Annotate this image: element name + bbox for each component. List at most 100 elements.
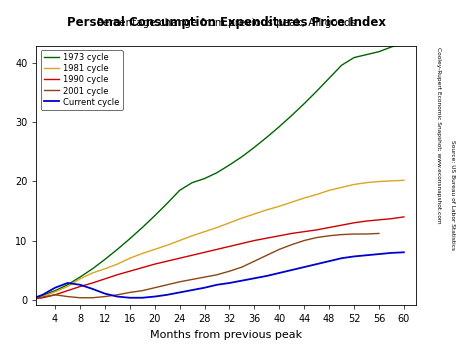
1973 cycle [52, 289, 58, 293]
1981 cycle [164, 243, 170, 247]
1981 cycle [40, 294, 46, 299]
Current cycle [252, 276, 257, 280]
Title: Percentage change from previous peak, All goods: Percentage change from previous peak, Al… [97, 18, 356, 28]
Current cycle [52, 285, 58, 290]
1973 cycle [289, 113, 295, 118]
1990 cycle [102, 277, 108, 281]
Current cycle [401, 250, 407, 255]
1990 cycle [239, 241, 245, 246]
1981 cycle [77, 277, 83, 281]
2001 cycle [252, 259, 257, 263]
1981 cycle [227, 221, 232, 225]
1990 cycle [27, 297, 33, 302]
1990 cycle [77, 284, 83, 289]
1981 cycle [326, 188, 332, 192]
Legend: 1973 cycle, 1981 cycle, 1990 cycle, 2001 cycle, Current cycle: 1973 cycle, 1981 cycle, 1990 cycle, 2001… [41, 50, 123, 110]
1981 cycle [339, 185, 345, 190]
2001 cycle [376, 231, 382, 236]
1981 cycle [115, 262, 120, 266]
2001 cycle [115, 293, 120, 297]
Current cycle [102, 291, 108, 296]
Current cycle [326, 259, 332, 263]
1973 cycle [90, 267, 95, 271]
1973 cycle [376, 50, 382, 54]
2001 cycle [139, 289, 145, 293]
2001 cycle [40, 295, 46, 299]
1973 cycle [364, 53, 369, 57]
1981 cycle [65, 284, 71, 289]
1990 cycle [301, 230, 307, 234]
Current cycle [351, 254, 357, 258]
2001 cycle [227, 269, 232, 273]
Current cycle [227, 281, 232, 285]
1981 cycle [152, 247, 157, 251]
1990 cycle [40, 296, 46, 300]
Current cycle [77, 283, 83, 287]
2001 cycle [152, 285, 157, 290]
1990 cycle [339, 223, 345, 227]
1973 cycle [27, 297, 33, 302]
1981 cycle [276, 204, 282, 208]
Line: Current cycle: Current cycle [30, 252, 404, 300]
1990 cycle [351, 221, 357, 225]
Current cycle [189, 288, 195, 292]
1973 cycle [102, 257, 108, 262]
2001 cycle [77, 296, 83, 300]
1981 cycle [27, 297, 33, 302]
1990 cycle [202, 250, 208, 255]
1973 cycle [77, 275, 83, 279]
1981 cycle [177, 238, 182, 242]
1990 cycle [227, 244, 232, 248]
1973 cycle [202, 176, 208, 181]
2001 cycle [102, 294, 108, 299]
1990 cycle [326, 225, 332, 230]
1973 cycle [227, 163, 232, 167]
2001 cycle [90, 296, 95, 300]
1973 cycle [115, 247, 120, 251]
Current cycle [276, 271, 282, 275]
1973 cycle [314, 89, 319, 93]
2001 cycle [214, 273, 220, 277]
1973 cycle [264, 135, 270, 140]
2001 cycle [289, 242, 295, 247]
Current cycle [389, 251, 394, 255]
2001 cycle [164, 283, 170, 287]
Current cycle [115, 294, 120, 299]
1981 cycle [376, 179, 382, 184]
Current cycle [177, 290, 182, 295]
Line: 1990 cycle: 1990 cycle [30, 217, 404, 300]
1990 cycle [152, 262, 157, 266]
1981 cycle [289, 200, 295, 204]
1981 cycle [189, 234, 195, 238]
X-axis label: Months from previous peak: Months from previous peak [150, 330, 302, 340]
1990 cycle [164, 259, 170, 263]
1973 cycle [139, 225, 145, 230]
1990 cycle [289, 231, 295, 236]
1990 cycle [214, 247, 220, 251]
1973 cycle [252, 145, 257, 149]
2001 cycle [264, 253, 270, 257]
1990 cycle [364, 219, 369, 223]
1973 cycle [239, 154, 245, 159]
1981 cycle [139, 251, 145, 256]
Text: Cooley-Rupert Economic Snapshot; www.econsnapshot.com: Cooley-Rupert Economic Snapshot; www.eco… [436, 47, 441, 223]
Current cycle [314, 262, 319, 266]
1973 cycle [177, 188, 182, 192]
2001 cycle [301, 238, 307, 242]
Current cycle [289, 268, 295, 272]
1981 cycle [239, 216, 245, 220]
1981 cycle [351, 182, 357, 187]
1981 cycle [314, 192, 319, 197]
Current cycle [65, 281, 71, 285]
1981 cycle [389, 179, 394, 183]
2001 cycle [339, 233, 345, 237]
1981 cycle [364, 181, 369, 185]
2001 cycle [326, 234, 332, 238]
1990 cycle [189, 253, 195, 257]
1973 cycle [164, 201, 170, 206]
1973 cycle [326, 76, 332, 80]
Current cycle [164, 293, 170, 297]
1973 cycle [127, 236, 133, 241]
Line: 1981 cycle: 1981 cycle [30, 180, 404, 300]
2001 cycle [189, 277, 195, 282]
